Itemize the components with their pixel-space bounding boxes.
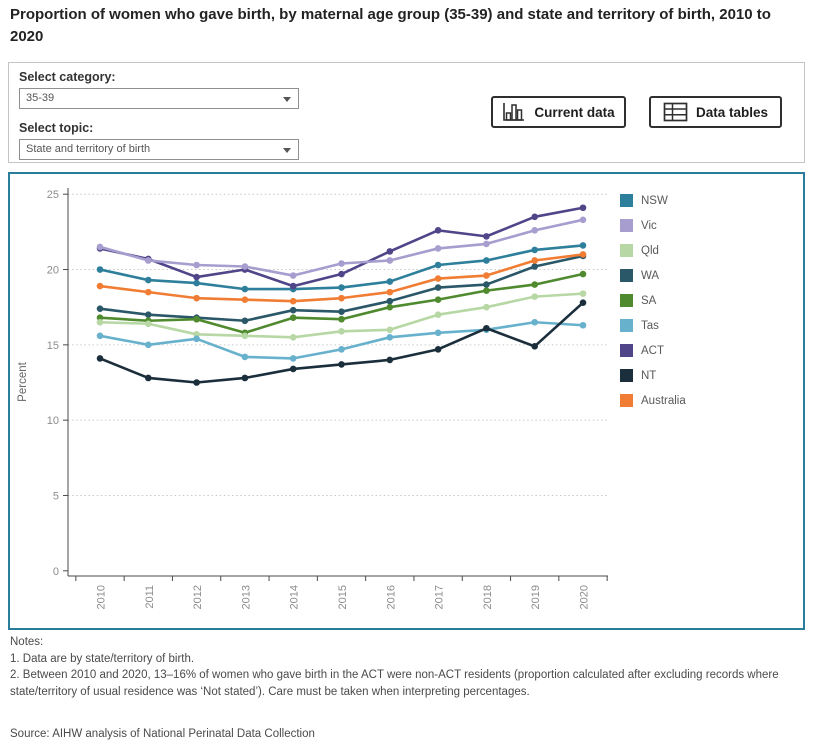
topic-label: Select topic: (19, 121, 94, 135)
series-vic (96, 216, 587, 279)
legend-item-sa[interactable]: SA (620, 288, 686, 313)
category-label: Select category: (19, 70, 116, 84)
series-nt (96, 299, 587, 386)
svg-text:0: 0 (53, 566, 59, 578)
data-tables-label: Data tables (695, 104, 769, 120)
legend-label: NT (641, 369, 657, 382)
series-australia (96, 251, 587, 305)
svg-text:2016: 2016 (385, 585, 397, 609)
topic-value: State and territory of birth (26, 143, 151, 155)
line-chart: 0 5 10 15 20 25 2010 2011 2012 2013 2014 2015 2016 20… (17, 188, 608, 609)
legend-label: ACT (641, 344, 664, 357)
legend-swatch (620, 319, 633, 332)
legend-item-vic[interactable]: Vic (620, 213, 686, 238)
legend-swatch (620, 269, 633, 282)
legend-swatch (620, 294, 633, 307)
svg-text:25: 25 (47, 189, 59, 201)
svg-text:2017: 2017 (434, 585, 446, 609)
legend-label: WA (641, 269, 660, 282)
legend-item-nt[interactable]: NT (620, 363, 686, 388)
svg-text:10: 10 (47, 415, 59, 427)
bar-chart-icon (503, 103, 525, 121)
chart-panel: 0 5 10 15 20 25 2010 2011 2012 2013 2014 2015 2016 20… (8, 172, 805, 630)
legend-swatch (620, 369, 633, 382)
series-sa (96, 270, 587, 337)
notes-label: Notes: (10, 636, 44, 648)
legend-label: SA (641, 294, 657, 307)
chevron-down-icon (283, 148, 291, 153)
category-value: 35-39 (26, 92, 55, 104)
legend-label: Australia (641, 394, 686, 407)
table-icon (663, 102, 688, 122)
legend-label: Qld (641, 244, 659, 257)
legend-swatch (620, 194, 633, 207)
legend-item-australia[interactable]: Australia (620, 388, 686, 413)
svg-text:2018: 2018 (482, 585, 494, 609)
svg-text:2013: 2013 (240, 585, 252, 609)
legend-swatch (620, 394, 633, 407)
page-title: Proportion of women who gave birth, by m… (10, 6, 771, 45)
legend-item-tas[interactable]: Tas (620, 313, 686, 338)
legend-item-nsw[interactable]: NSW (620, 188, 686, 213)
svg-text:Percent: Percent (17, 361, 29, 401)
svg-text:2020: 2020 (579, 585, 591, 609)
svg-text:5: 5 (53, 490, 59, 502)
series-nsw (96, 242, 587, 293)
svg-text:15: 15 (47, 340, 59, 352)
chart-legend: NSW Vic Qld WA SA Tas ACT NT Australia (620, 188, 686, 413)
svg-text:20: 20 (47, 265, 59, 277)
category-dropdown[interactable]: 35-39 (19, 88, 299, 109)
legend-label: Tas (641, 319, 659, 332)
svg-text:2019: 2019 (530, 585, 542, 609)
svg-text:2012: 2012 (192, 585, 204, 609)
legend-item-wa[interactable]: WA (620, 263, 686, 288)
note-2: 2. Between 2010 and 2020, 13–16% of wome… (10, 669, 779, 698)
legend-item-qld[interactable]: Qld (620, 238, 686, 263)
note-1: 1. Data are by state/territory of birth. (10, 652, 195, 665)
series-qld (96, 290, 587, 341)
controls-panel: Select category: 35-39 Select topic: Sta… (8, 62, 805, 163)
legend-swatch (620, 344, 633, 357)
svg-text:2014: 2014 (289, 585, 301, 609)
svg-text:2010: 2010 (96, 585, 108, 609)
legend-swatch (620, 219, 633, 232)
series-act (96, 204, 587, 290)
source-text: Source: AIHW analysis of National Perina… (10, 728, 315, 740)
notes: Notes: 1. Data are by state/territory of… (10, 634, 802, 700)
data-tables-button[interactable]: Data tables (649, 96, 782, 128)
legend-label: NSW (641, 194, 668, 207)
series-tas (96, 318, 587, 362)
chevron-down-icon (283, 97, 291, 102)
legend-item-act[interactable]: ACT (620, 338, 686, 363)
legend-swatch (620, 244, 633, 257)
current-data-button[interactable]: Current data (491, 96, 626, 128)
svg-text:2011: 2011 (144, 585, 156, 609)
topic-dropdown[interactable]: State and territory of birth (19, 139, 299, 160)
current-data-label: Current data (534, 104, 615, 120)
svg-text:2015: 2015 (337, 585, 349, 609)
legend-label: Vic (641, 219, 657, 232)
